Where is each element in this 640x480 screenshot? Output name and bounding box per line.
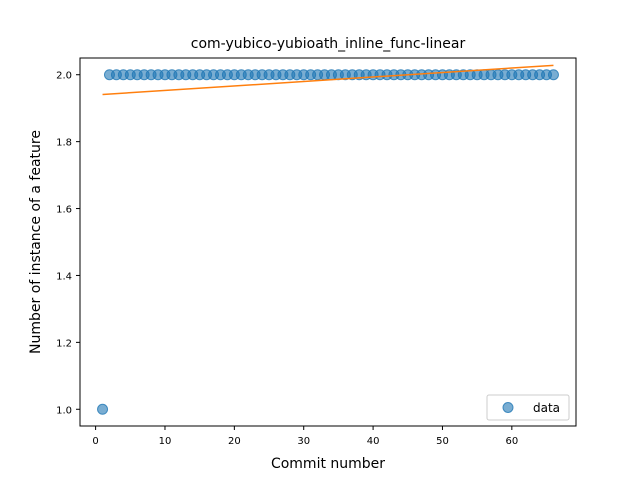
legend-label-data: data <box>533 401 560 415</box>
plot-frame <box>79 57 577 427</box>
x-tick-label: 0 <box>92 436 98 447</box>
y-tick-label: 1.0 <box>56 405 72 416</box>
x-tick-label: 10 <box>159 436 172 447</box>
legend: data <box>486 394 570 421</box>
x-tick-label: 50 <box>436 436 449 447</box>
fit-line <box>102 64 554 96</box>
chart-title: com-yubico-yubioath_inline_func-linear <box>191 36 466 52</box>
y-tick-label: 1.4 <box>56 271 72 282</box>
data-point <box>97 403 109 415</box>
x-tick-label: 30 <box>297 436 310 447</box>
y-tick-label: 2.0 <box>56 71 72 82</box>
legend-marker-data <box>502 402 514 413</box>
legend-box <box>486 394 570 421</box>
data-point <box>547 69 559 81</box>
x-tick-label: 20 <box>228 436 241 447</box>
y-axis: 1.0 1.2 1.4 1.6 1.8 2.0 <box>56 71 80 416</box>
plot-area <box>97 64 559 415</box>
x-axis: 0 10 20 30 40 50 60 <box>92 426 518 447</box>
y-tick-label: 1.2 <box>56 338 72 349</box>
x-tick-label: 60 <box>505 436 518 447</box>
y-axis-label: Number of instance of a feature <box>28 130 44 354</box>
y-tick-label: 1.8 <box>56 138 72 149</box>
x-tick-label: 40 <box>367 436 380 447</box>
x-axis-label: Commit number <box>271 456 385 472</box>
y-tick-label: 1.6 <box>56 205 72 216</box>
